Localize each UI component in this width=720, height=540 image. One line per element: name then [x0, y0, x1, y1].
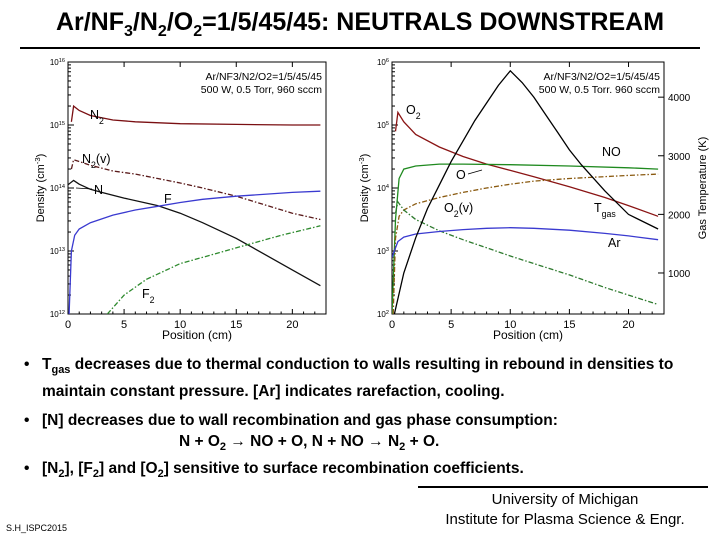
series-line-o	[392, 173, 659, 314]
affiliation-line1: University of Michigan	[491, 491, 639, 508]
series-line-f	[68, 190, 321, 314]
y-tick-label: 1016	[50, 58, 65, 67]
y2-tick-label: 2000	[668, 210, 691, 221]
y-tick-label: 1013	[50, 247, 65, 256]
slide-credit: S.H_ISPC2015	[6, 523, 68, 533]
y-tick-label: 105	[377, 121, 389, 130]
page-title: Ar/NF3/N2/O2=1/5/45/45: NEUTRALS DOWNSTR…	[55, 8, 665, 40]
note-reaction: N + O2 → NO + O, N + NO → N2 + O.	[179, 433, 440, 454]
series-label-f2: F2	[142, 287, 155, 305]
series-line-o2-v-	[394, 200, 659, 306]
y-tick-label: 1015	[50, 121, 65, 130]
y-tick-label: 102	[377, 310, 389, 319]
title-rule	[20, 47, 700, 49]
x-tick-label: 20	[286, 319, 298, 331]
series-label-n: N	[94, 183, 103, 197]
x-tick-label: 15	[563, 319, 575, 331]
series-line-tgas	[393, 69, 659, 314]
affiliation-line2: Institute for Plasma Science & Engr.	[445, 511, 685, 528]
x-tick-label: 10	[504, 319, 516, 331]
series-label-tgas: Tgas	[594, 201, 616, 219]
plot-frame	[391, 61, 665, 315]
note-tgas: Tgas decreases due to thermal conduction…	[24, 354, 704, 402]
x-tick-label: 5	[121, 319, 127, 331]
y2-tick-label: 3000	[668, 152, 691, 163]
x-tick-label: 20	[622, 319, 634, 331]
affiliation: University of Michigan Institute for Pla…	[420, 490, 710, 530]
series-label-o2-v-: O2(v)	[444, 201, 473, 219]
right-density-chart: 0 5 10 15 20 106 105 104 103 102 Position (cm) Dens…	[357, 58, 710, 342]
series-line-f2	[106, 225, 321, 314]
chart-annotation-line2: 500 W, 0.5 Torr. 960 sccm	[539, 84, 660, 96]
y-tick-label: 1014	[50, 184, 65, 193]
y-tick-label: 106	[377, 58, 389, 67]
series-label-no: NO	[602, 145, 621, 159]
x-tick-label: 10	[174, 319, 186, 331]
notes: Tgas decreases due to thermal conduction…	[24, 354, 704, 485]
chart-annotation-line2: 500 W, 0.5 Torr, 960 sccm	[201, 84, 322, 96]
note-n-decrease: [N] decreases due to wall recombination …	[24, 410, 704, 431]
x-tick-label: 0	[389, 319, 395, 331]
series-label-o2: O2	[406, 103, 421, 121]
series-line-n2	[70, 104, 321, 126]
x-axis-label: Position (cm)	[493, 328, 563, 342]
footer-rule	[418, 486, 708, 488]
chart-annotation-line1: Ar/NF3/N2/O2=1/5/45/45	[544, 71, 661, 83]
series-line-n2-v-	[70, 158, 321, 221]
series-line-n	[68, 179, 321, 287]
y-tick-label: 1012	[50, 310, 65, 319]
y-axis-label: Density (cm-3)	[33, 154, 48, 223]
series-label-f: F	[164, 192, 172, 206]
series-leader-n	[75, 187, 93, 190]
x-axis-label: Position (cm)	[162, 328, 232, 342]
series-line-ar	[392, 227, 659, 258]
series-line-no	[392, 163, 659, 314]
series-label-n2-v-: N2(v)	[82, 152, 110, 170]
y-tick-label: 103	[377, 247, 389, 256]
x-tick-label: 15	[230, 319, 242, 331]
series-label-ar: Ar	[608, 236, 621, 250]
y2-axis-label: Gas Temperature (K)	[697, 137, 709, 240]
series-label-n2: N2	[90, 108, 104, 126]
plot-frame	[67, 61, 327, 315]
x-tick-label: 0	[65, 319, 71, 331]
chart-annotation-line1: Ar/NF3/N2/O2=1/5/45/45	[206, 71, 323, 83]
x-tick-label: 5	[448, 319, 454, 331]
y2-tick-label: 1000	[668, 269, 691, 280]
series-leader-o	[467, 169, 483, 175]
y-axis-label: Density (cm-3)	[357, 154, 372, 223]
note-recombination: [N2], [F2] and [O2] sensitive to surface…	[24, 458, 704, 485]
y-tick-label: 104	[377, 184, 389, 193]
series-label-o: O	[456, 168, 466, 182]
y2-tick-label: 4000	[668, 93, 691, 104]
